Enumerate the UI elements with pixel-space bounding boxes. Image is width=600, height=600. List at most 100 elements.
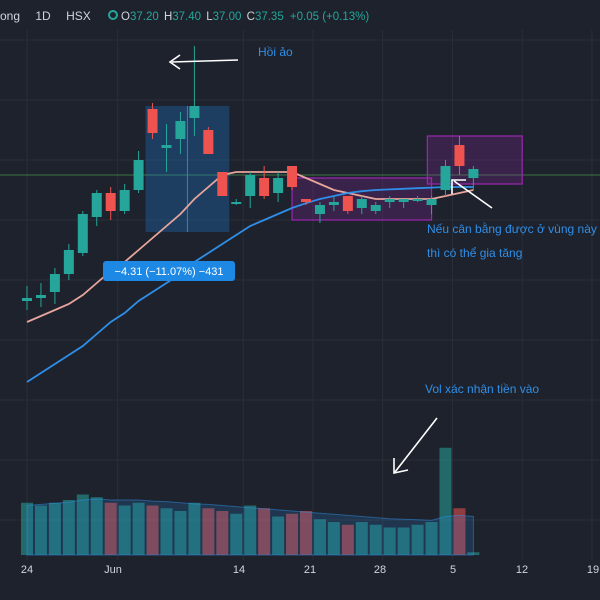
ohlc-l-value: 37.00 <box>213 11 242 23</box>
market-status-icon <box>108 10 118 20</box>
candle-body <box>440 166 451 190</box>
svg-text:O37.20 H37.40 L37.: O37.20 H37.40 L37.00 C37.35 +0.05 (+0.13… <box>121 11 369 23</box>
candle-body <box>398 199 409 202</box>
volume-bar <box>188 502 201 555</box>
candle-body <box>231 202 242 204</box>
candle-body <box>49 274 60 292</box>
candle-body <box>22 298 32 301</box>
volume-bar <box>146 505 159 555</box>
candle-body <box>217 172 228 196</box>
candle-body <box>259 178 270 196</box>
candle-body <box>356 199 367 208</box>
candle-body <box>35 295 46 298</box>
ohlc-c-key: C <box>247 11 255 23</box>
ma-slow-line <box>26 186 474 383</box>
volume-bar <box>132 502 145 555</box>
arrow-vol <box>394 417 438 473</box>
annotation-vol: Vol xác nhận tiền vào <box>425 382 539 396</box>
candle-body <box>342 196 353 211</box>
volume-bar <box>355 522 368 555</box>
arrow-hoi-ao-head <box>168 54 181 70</box>
interval: 1D <box>35 9 51 23</box>
candle-body <box>454 145 465 166</box>
ohlc-o-key: O <box>121 11 130 23</box>
candle-body <box>384 199 395 202</box>
svg-text:ong 1D HSX: ong 1D HSX <box>0 9 91 23</box>
candle-body <box>77 214 88 253</box>
volume-bar <box>48 502 61 555</box>
volume-bar <box>258 508 271 555</box>
candle-body <box>161 145 172 148</box>
ohlc-l-key: L <box>206 11 213 23</box>
candle-body <box>314 205 325 214</box>
x-tick-label: Jun <box>104 564 122 576</box>
candle-body <box>273 178 284 193</box>
annotation-can-bang-1: Nếu cân bằng được ở vùng này <box>427 221 597 236</box>
volume-bar <box>327 522 340 555</box>
candles <box>22 46 479 310</box>
volume-pane <box>21 447 480 556</box>
volume-bar <box>272 516 285 555</box>
x-axis: 24 Jun 14 21 28 5 12 19 <box>21 564 599 576</box>
x-tick-label: 21 <box>304 564 316 576</box>
volume-bar <box>62 500 75 555</box>
volume-bar <box>411 524 424 555</box>
volume-bar <box>34 505 47 555</box>
volume-bar <box>160 508 173 555</box>
symbol-name: ong <box>0 9 20 23</box>
volume-ma-area <box>26 498 474 556</box>
volume-bar <box>439 447 452 555</box>
candle-body <box>175 121 186 139</box>
volume-bar <box>341 524 354 555</box>
volume-bar <box>286 513 299 555</box>
change-value: +0.05 (+0.13%) <box>290 11 369 23</box>
arrow-can-bang-head <box>451 179 466 194</box>
candle-body <box>412 199 423 201</box>
candle-body <box>105 193 116 211</box>
candle-body <box>133 160 144 190</box>
ohlc-h-value: 37.40 <box>172 11 201 23</box>
symbol-header: ong 1D HSX O37.20 H37.40 L37.00 C37.35 +… <box>0 9 369 23</box>
grid <box>0 30 600 560</box>
candle-body <box>147 109 158 133</box>
candle-body <box>63 250 74 274</box>
arrow-can-bang <box>453 180 493 209</box>
volume-bar <box>76 494 89 555</box>
volume-bar <box>313 519 326 555</box>
volume-bar <box>216 511 229 555</box>
volume-bar <box>118 505 131 555</box>
ohlc-h-key: H <box>164 11 172 23</box>
volume-bar <box>453 508 466 555</box>
arrow-hoi-ao <box>171 59 239 63</box>
volume-bar <box>244 505 257 555</box>
candle-body <box>370 205 381 211</box>
ohlc-o-value: 37.20 <box>130 11 159 23</box>
volume-bar <box>425 522 438 555</box>
candle-body <box>245 175 256 196</box>
volume-bar <box>90 497 103 555</box>
volume-bar <box>369 524 382 555</box>
candle-body <box>426 199 437 205</box>
candle-body <box>189 106 200 118</box>
candle-body <box>301 199 311 202</box>
annotation-arrows <box>168 54 493 474</box>
price-range-measure: −4.31 (−11.07%) −431 <box>103 261 235 281</box>
annotation-can-bang-2: thì có thể gia tăng <box>427 246 522 260</box>
x-tick-label: 5 <box>450 564 456 576</box>
candle-body <box>328 202 339 205</box>
volume-bar <box>230 513 243 555</box>
measure-label: −4.31 (−11.07%) −431 <box>115 266 224 278</box>
volume-bar <box>300 511 312 555</box>
ohlc-c-value: 37.35 <box>255 11 284 23</box>
measure-label-box <box>103 261 235 281</box>
candle-body <box>91 193 102 217</box>
arrow-vol-head <box>393 458 409 474</box>
x-tick-label: 14 <box>233 564 245 576</box>
exchange: HSX <box>66 9 91 23</box>
x-tick-label: 19 <box>587 564 599 576</box>
candle-body <box>203 130 214 154</box>
volume-bar <box>104 502 117 555</box>
annotation-text: Hồi ảo Nếu cân bằng được ở vùng này thì … <box>258 45 597 396</box>
volume-bar <box>383 527 396 555</box>
